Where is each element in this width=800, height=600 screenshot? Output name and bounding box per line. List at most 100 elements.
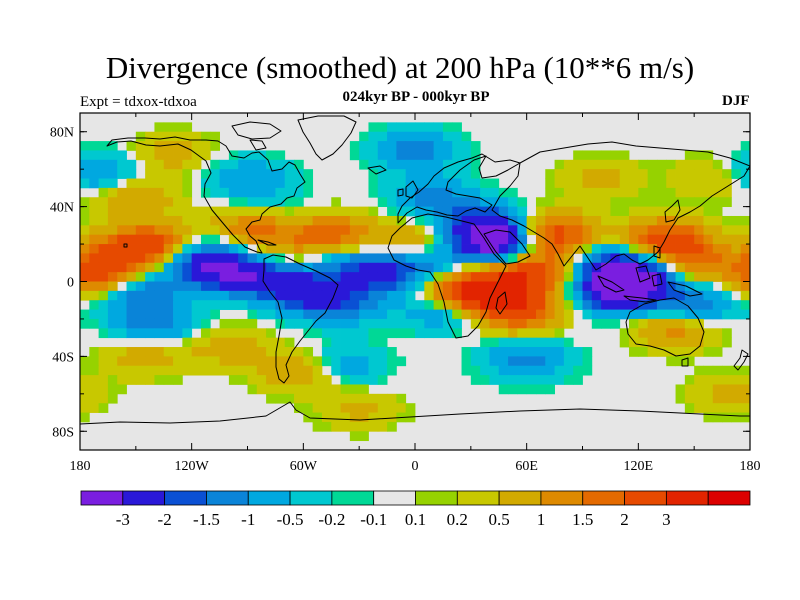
field-cell [89, 150, 100, 161]
field-cell [740, 234, 750, 245]
field-cell [461, 356, 472, 367]
field-cell [228, 347, 239, 357]
field-cell [331, 337, 341, 348]
field-cell [740, 393, 750, 404]
field-cell [573, 262, 583, 273]
field-cell [703, 290, 714, 301]
field-cell [284, 234, 295, 245]
field-cell [173, 122, 183, 133]
field-cell [163, 244, 174, 254]
coast-hawaii [123, 243, 128, 248]
field-cell [442, 225, 453, 236]
field-cell [470, 244, 481, 254]
field-cell [666, 337, 676, 348]
field-cell [442, 169, 453, 179]
field-cell [182, 272, 193, 282]
field-cell [731, 262, 742, 273]
field-cell [256, 365, 267, 376]
field-cell [722, 365, 732, 376]
field-cell [321, 318, 332, 329]
field-cell [582, 290, 593, 301]
field-cell [163, 122, 174, 133]
field-cell [182, 365, 193, 376]
field-cell [238, 234, 248, 245]
field-cell [731, 253, 742, 264]
field-cell [638, 272, 649, 282]
field-cell [684, 393, 695, 404]
field-cell [629, 318, 639, 329]
field-cell [666, 178, 676, 189]
field-cell [554, 178, 565, 189]
field-cell [135, 244, 146, 254]
field-cell [442, 141, 453, 151]
field-cell [573, 169, 583, 179]
field-cell [535, 244, 546, 254]
field-cell [145, 309, 155, 320]
field-cell [349, 421, 360, 432]
field-cell [349, 337, 360, 348]
field-cell [200, 187, 211, 198]
field-cell [387, 225, 397, 236]
field-cell [387, 290, 397, 301]
field-cell [117, 206, 127, 217]
field-cell [601, 281, 611, 292]
lon-tick-label: 180 [740, 459, 761, 474]
field-cell [480, 281, 490, 292]
field-cell [284, 281, 295, 292]
field-cell [303, 244, 314, 254]
field-cell [545, 169, 555, 179]
field-cell [489, 197, 500, 208]
field-cell [173, 187, 183, 198]
field-cell [647, 281, 658, 292]
field-cell [331, 347, 341, 357]
field-cell [591, 150, 602, 161]
field-cell [619, 253, 630, 264]
field-cell [573, 300, 583, 310]
field-cell [601, 197, 611, 208]
field-cell [210, 337, 220, 348]
field-cell [629, 300, 639, 310]
field-cell [573, 375, 583, 385]
field-cell [712, 234, 723, 245]
field-cell [433, 328, 444, 339]
field-cell [470, 187, 481, 198]
field-cell [554, 244, 565, 254]
field-cell [163, 356, 174, 367]
field-cell [703, 178, 714, 189]
field-cell [573, 290, 583, 301]
field-cell [266, 234, 276, 245]
field-cell [135, 206, 146, 217]
colorbar-swatch [373, 490, 416, 506]
field-cell [424, 215, 435, 226]
field-cell [712, 328, 723, 339]
field-cell [377, 309, 388, 320]
field-cell [740, 281, 750, 292]
field-cell [619, 262, 630, 273]
field-cell [219, 281, 230, 292]
field-cell [200, 309, 211, 320]
field-cell [526, 281, 537, 292]
field-cell [228, 244, 239, 254]
field-cell [145, 365, 155, 376]
field-cell [368, 141, 379, 151]
field-cell [387, 300, 397, 310]
field-cell [182, 253, 193, 264]
field-cell [405, 150, 416, 161]
field-cell [98, 328, 109, 339]
field-cell [470, 150, 481, 161]
field-cell [535, 234, 546, 245]
field-cell [89, 384, 100, 395]
field-cell [740, 365, 750, 376]
field-cell [359, 375, 369, 385]
field-cell [424, 141, 435, 151]
field-cell [238, 187, 248, 198]
field-cell [191, 206, 202, 217]
field-cell [610, 178, 621, 189]
field-cell [294, 365, 304, 376]
field-cell [517, 262, 528, 273]
field-cell [368, 412, 379, 423]
field-cell [666, 347, 676, 357]
field-cell [601, 300, 611, 310]
field-cell [312, 215, 323, 226]
field-cell [80, 365, 90, 376]
